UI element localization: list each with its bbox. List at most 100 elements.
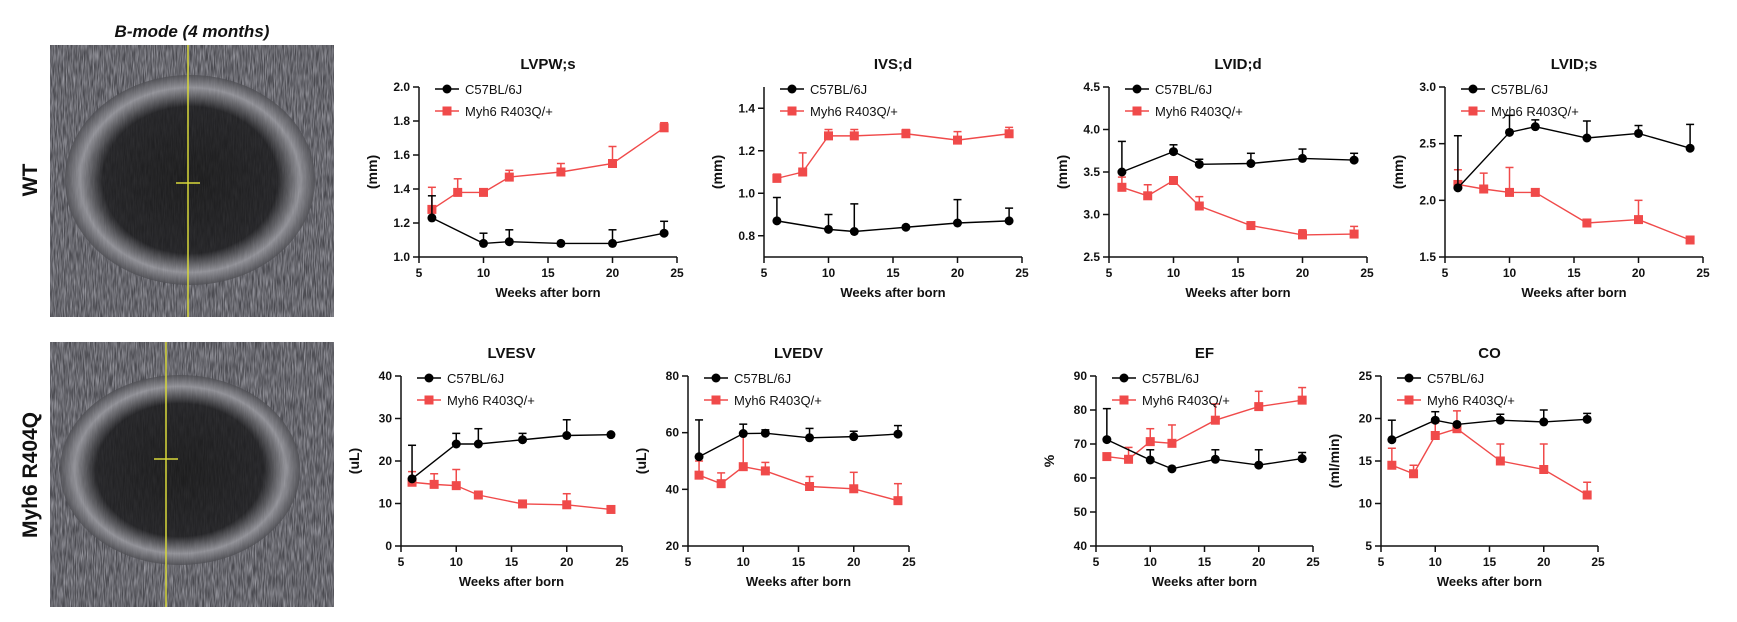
x-axis-label: Weeks after born bbox=[495, 285, 600, 300]
legend-label: C57BL/6J bbox=[447, 371, 504, 386]
x-axis-label: Weeks after born bbox=[1437, 574, 1542, 589]
y-tick-label: 60 bbox=[666, 426, 680, 440]
legend: C57BL/6J Myh6 R403Q/+ bbox=[1125, 82, 1243, 119]
series-wt bbox=[1387, 409, 1592, 445]
y-tick-label: 2.5 bbox=[1083, 250, 1100, 264]
data-point bbox=[1634, 128, 1643, 138]
x-tick-label: 25 bbox=[1015, 266, 1029, 280]
series-wt bbox=[1102, 407, 1307, 474]
series-mutant bbox=[1117, 176, 1359, 240]
data-point bbox=[451, 481, 461, 491]
series-line bbox=[1457, 125, 1691, 189]
legend-label: Myh6 R403Q/+ bbox=[1491, 104, 1579, 119]
legend: C57BL/6J Myh6 R403Q/+ bbox=[435, 82, 553, 119]
x-tick-label: 20 bbox=[1632, 266, 1646, 280]
x-axis-label: Weeks after born bbox=[1185, 285, 1290, 300]
legend-label: Myh6 R403Q/+ bbox=[810, 104, 898, 119]
chart-title: IVS;d bbox=[874, 56, 912, 73]
x-tick-label: 25 bbox=[1696, 266, 1710, 280]
series-line bbox=[1391, 418, 1588, 441]
data-point bbox=[1452, 419, 1462, 429]
y-tick-label: 50 bbox=[1074, 505, 1088, 519]
data-point bbox=[893, 496, 903, 506]
x-tick-label: 25 bbox=[670, 266, 684, 280]
data-point bbox=[562, 500, 572, 510]
y-tick-label: 1.2 bbox=[393, 216, 410, 230]
data-point bbox=[1169, 147, 1178, 157]
y-tick-label: 20 bbox=[379, 454, 393, 468]
ultrasound-image-wt bbox=[50, 45, 334, 317]
data-point bbox=[504, 237, 514, 247]
chart-title: LVESV bbox=[487, 345, 535, 362]
series-mutant bbox=[694, 431, 903, 506]
chart-ivs-d: IVS;d (mm) Weeks after born 0.8 1.0 1.2 1.4 5 10… bbox=[709, 56, 1029, 300]
data-point bbox=[798, 167, 808, 177]
x-tick-label: 20 bbox=[606, 266, 620, 280]
legend-label: Myh6 R403Q/+ bbox=[465, 104, 553, 119]
row-label-wt: WT bbox=[19, 164, 42, 197]
data-point bbox=[1495, 415, 1505, 425]
data-point bbox=[1117, 182, 1127, 192]
legend-label: C57BL/6J bbox=[465, 82, 522, 97]
x-tick-label: 25 bbox=[615, 555, 629, 569]
y-tick-label: 2.0 bbox=[393, 80, 410, 94]
x-tick-label: 10 bbox=[737, 555, 751, 569]
data-point bbox=[518, 499, 528, 509]
image-column-title: B-mode (4 months) bbox=[115, 22, 270, 41]
row-label-mutant: Myh6 R404Q bbox=[19, 412, 42, 538]
y-tick-label: 20 bbox=[1359, 412, 1373, 426]
data-point bbox=[606, 430, 616, 440]
x-tick-label: 25 bbox=[1306, 555, 1320, 569]
data-point bbox=[556, 238, 566, 248]
legend-marker bbox=[787, 106, 797, 116]
x-tick-label: 15 bbox=[886, 266, 900, 280]
y-tick-label: 0.8 bbox=[738, 229, 755, 243]
data-point bbox=[479, 187, 488, 197]
legend-label: Myh6 R403Q/+ bbox=[734, 393, 822, 408]
legend-marker bbox=[1468, 84, 1478, 94]
y-axis-label: (mm) bbox=[364, 155, 380, 189]
y-tick-label: 30 bbox=[379, 412, 393, 426]
x-tick-label: 5 bbox=[1442, 266, 1449, 280]
series-line bbox=[698, 465, 899, 502]
series-line bbox=[411, 433, 611, 480]
y-tick-label: 5 bbox=[1365, 539, 1372, 553]
data-point bbox=[1169, 176, 1178, 185]
x-tick-label: 15 bbox=[541, 266, 555, 280]
legend-marker bbox=[442, 84, 452, 94]
series-line bbox=[431, 127, 665, 210]
chart-title: LVPW;s bbox=[520, 56, 575, 73]
data-point bbox=[849, 227, 859, 236]
y-tick-label: 15 bbox=[1359, 454, 1373, 468]
series-wt bbox=[1117, 140, 1359, 177]
x-tick-label: 10 bbox=[1503, 266, 1517, 280]
legend-label: C57BL/6J bbox=[1155, 82, 1212, 97]
legend-label: Myh6 R403Q/+ bbox=[1155, 104, 1243, 119]
y-tick-label: 1.0 bbox=[738, 186, 755, 200]
data-point bbox=[772, 173, 782, 183]
y-tick-label: 80 bbox=[666, 369, 680, 383]
x-tick-label: 25 bbox=[1360, 266, 1374, 280]
data-point bbox=[1167, 464, 1177, 474]
y-tick-label: 1.4 bbox=[738, 101, 755, 115]
y-tick-label: 40 bbox=[666, 482, 680, 496]
data-point bbox=[1297, 454, 1307, 464]
series-wt bbox=[407, 419, 616, 484]
y-tick-label: 60 bbox=[1074, 471, 1088, 485]
chart-title: EF bbox=[1195, 345, 1214, 362]
data-point bbox=[1004, 216, 1014, 226]
data-point bbox=[772, 216, 782, 226]
data-point bbox=[1582, 133, 1592, 143]
data-point bbox=[453, 187, 463, 197]
y-tick-label: 40 bbox=[379, 369, 393, 383]
legend-marker bbox=[1119, 373, 1129, 383]
x-axis-label: Weeks after born bbox=[840, 285, 945, 300]
data-point bbox=[407, 474, 417, 484]
x-tick-label: 15 bbox=[1231, 266, 1245, 280]
x-tick-label: 5 bbox=[416, 266, 423, 280]
x-tick-label: 10 bbox=[1167, 266, 1181, 280]
data-point bbox=[1495, 456, 1505, 466]
x-axis-label: Weeks after born bbox=[1521, 285, 1626, 300]
data-point bbox=[1582, 414, 1592, 424]
